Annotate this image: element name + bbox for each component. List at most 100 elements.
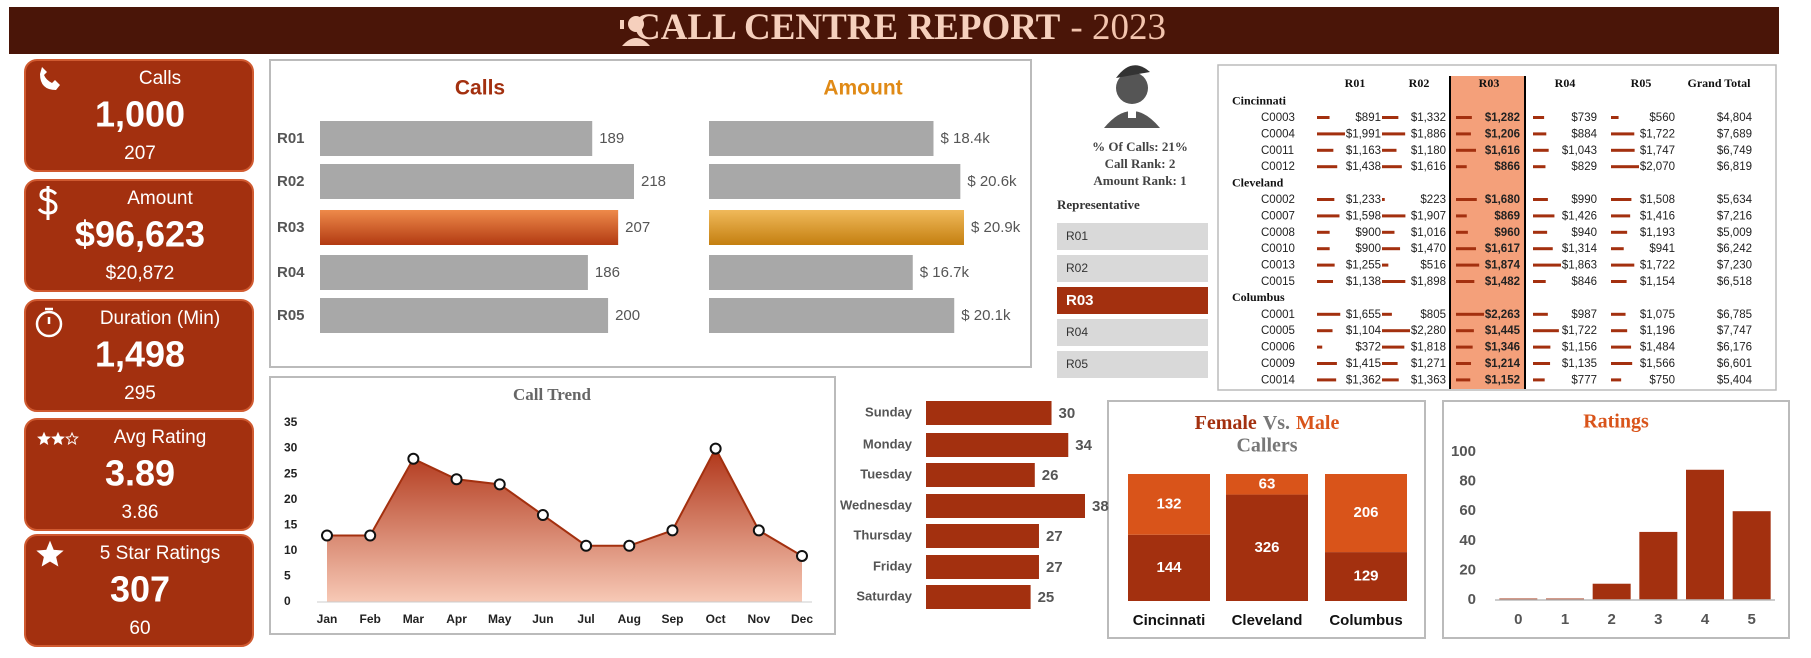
cell: $900 bbox=[1355, 227, 1381, 239]
cell: $6,176 bbox=[1717, 342, 1752, 354]
bar bbox=[320, 164, 634, 199]
cell: $884 bbox=[1571, 128, 1597, 140]
rep-option-label[interactable]: R01 bbox=[1066, 229, 1088, 243]
kpi-card bbox=[24, 299, 254, 412]
rep-option-bg[interactable] bbox=[1057, 319, 1208, 346]
data-bar bbox=[1382, 247, 1401, 251]
data-bar bbox=[1533, 214, 1555, 218]
kpi-label: Avg Rating bbox=[114, 427, 207, 448]
title-year: - 2023 bbox=[1070, 7, 1166, 48]
value-label: 26 bbox=[1042, 467, 1059, 484]
cell: $7,216 bbox=[1717, 210, 1752, 222]
data-bar bbox=[1317, 148, 1334, 152]
data-bar bbox=[1533, 263, 1561, 267]
cell: $987 bbox=[1571, 309, 1597, 321]
data-bar bbox=[1382, 263, 1389, 267]
rep-option-label[interactable]: R04 bbox=[1066, 325, 1088, 339]
row-code: C0009 bbox=[1261, 358, 1295, 370]
rep-option-label[interactable]: R03 bbox=[1066, 292, 1094, 309]
data-bar bbox=[1533, 198, 1548, 201]
cell: $940 bbox=[1571, 227, 1597, 239]
chart-title: Callers bbox=[1236, 435, 1297, 457]
cell: $1,747 bbox=[1640, 145, 1675, 157]
bar bbox=[709, 255, 913, 290]
data-bar bbox=[1317, 378, 1337, 382]
data-bar bbox=[1611, 132, 1635, 136]
rep-option[interactable]: R01 bbox=[1057, 223, 1208, 250]
title-part: Male bbox=[1296, 412, 1339, 434]
data-bar bbox=[1611, 214, 1631, 218]
cell: $1,180 bbox=[1411, 145, 1446, 157]
y-tick-label: 25 bbox=[284, 466, 298, 480]
trend-point bbox=[536, 509, 549, 522]
cell: $5,009 bbox=[1717, 227, 1752, 239]
rep-stat: Call Rank: 2 bbox=[1105, 156, 1176, 171]
stack-segment bbox=[1325, 474, 1407, 553]
row-code: C0011 bbox=[1261, 145, 1294, 157]
cell: $1,233 bbox=[1346, 194, 1381, 206]
kpi-value: 1,000 bbox=[95, 94, 185, 135]
cell: $6,749 bbox=[1717, 145, 1752, 157]
trend-line bbox=[327, 446, 803, 557]
kpi-value: 307 bbox=[110, 569, 170, 610]
rep-option[interactable]: R05 bbox=[1057, 351, 1208, 378]
cell: $7,747 bbox=[1717, 325, 1752, 337]
bar bbox=[1732, 511, 1771, 600]
cell: $750 bbox=[1649, 374, 1675, 386]
cell: $777 bbox=[1571, 374, 1597, 386]
data-bar bbox=[1533, 345, 1551, 349]
rep-option-label[interactable]: R02 bbox=[1066, 261, 1088, 275]
rep-option-bg[interactable] bbox=[1057, 223, 1208, 250]
group-label: Columbus bbox=[1232, 290, 1285, 304]
group-label: Cincinnati bbox=[1232, 93, 1287, 107]
cell: $1,415 bbox=[1346, 358, 1381, 370]
data-bar bbox=[1533, 165, 1546, 169]
star-icon bbox=[37, 431, 51, 445]
cell: $1,154 bbox=[1640, 276, 1676, 288]
category-label: R01 bbox=[277, 130, 305, 147]
value-label: 218 bbox=[641, 173, 666, 190]
cell: $1,152 bbox=[1485, 374, 1520, 386]
trend-point bbox=[666, 524, 679, 537]
rep-option-bg[interactable] bbox=[1057, 287, 1208, 314]
cell: $4,804 bbox=[1717, 112, 1753, 124]
cell: $1,282 bbox=[1485, 112, 1520, 124]
segment-label: 206 bbox=[1353, 504, 1378, 521]
rep-option-bg[interactable] bbox=[1057, 351, 1208, 378]
rep-option[interactable]: R04 bbox=[1057, 319, 1208, 346]
stack-segment bbox=[1226, 494, 1308, 601]
kpi-card bbox=[24, 179, 254, 292]
x-tick-label: Aug bbox=[618, 612, 641, 626]
cell: $1,104 bbox=[1346, 325, 1382, 337]
rep-option[interactable]: R03 bbox=[1057, 287, 1208, 314]
rep-option-label[interactable]: R05 bbox=[1066, 357, 1088, 371]
title-main: CALL CENTRE REPORT bbox=[634, 7, 1061, 48]
data-bar bbox=[1382, 230, 1395, 234]
rep-option-bg[interactable] bbox=[1057, 255, 1208, 282]
y-tick-label: 10 bbox=[284, 543, 298, 557]
cell: $1,482 bbox=[1485, 276, 1520, 288]
row-code: C0015 bbox=[1261, 276, 1295, 288]
cell: $516 bbox=[1420, 260, 1446, 272]
star-icon bbox=[51, 431, 65, 445]
timer-hand bbox=[45, 307, 53, 324]
data-bar bbox=[1611, 378, 1622, 382]
x-tick-label: May bbox=[488, 612, 512, 626]
cell: $6,785 bbox=[1717, 309, 1752, 321]
category-label: Friday bbox=[873, 558, 913, 573]
phone-icon bbox=[40, 67, 60, 90]
data-bar bbox=[1317, 116, 1330, 119]
x-tick-label: Jun bbox=[532, 612, 553, 626]
value-label: 189 bbox=[599, 130, 624, 147]
category-label: Sunday bbox=[865, 404, 913, 419]
value-label: 27 bbox=[1046, 559, 1063, 576]
header-title: CALL CENTRE REPORT - 2023 bbox=[634, 7, 1166, 48]
row-code: C0004 bbox=[1261, 128, 1295, 140]
rep-heading: Representative bbox=[1057, 197, 1140, 212]
cell: $372 bbox=[1355, 342, 1381, 354]
cell: $1,617 bbox=[1485, 243, 1520, 255]
x-tick-label: Jan bbox=[317, 612, 338, 626]
x-tick-label: Columbus bbox=[1329, 612, 1402, 629]
rep-option[interactable]: R02 bbox=[1057, 255, 1208, 282]
data-bar bbox=[1611, 345, 1632, 349]
